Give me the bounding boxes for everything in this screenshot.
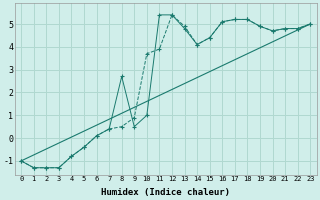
X-axis label: Humidex (Indice chaleur): Humidex (Indice chaleur) (101, 188, 230, 197)
